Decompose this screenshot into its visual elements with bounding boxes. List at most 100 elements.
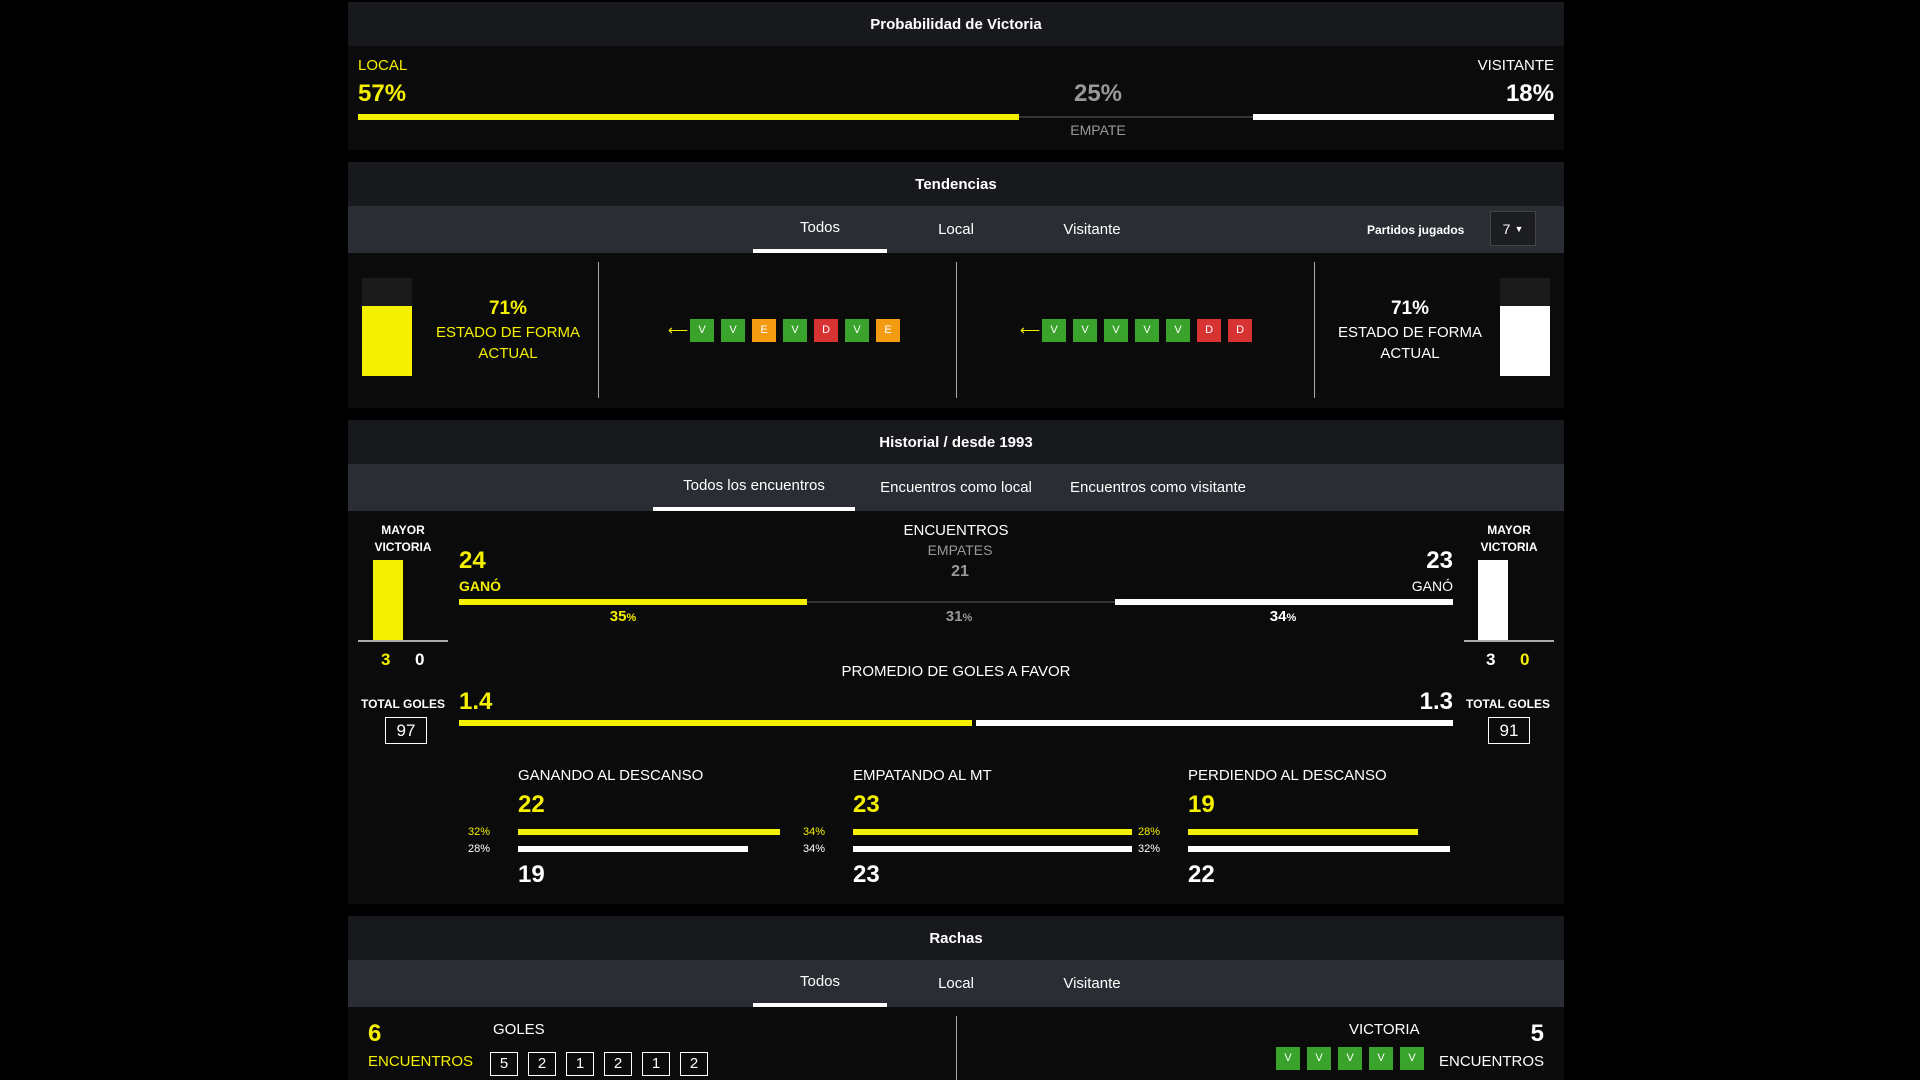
home-prob-bar	[358, 114, 1020, 120]
tab-trends-away[interactable]: Visitante	[1063, 221, 1121, 238]
goal-count-box: 2	[528, 1052, 556, 1076]
divider	[598, 262, 599, 398]
away-form-label: ESTADO DE FORMA ACTUAL	[1338, 324, 1482, 362]
away-biggest-win-bar	[1478, 560, 1508, 640]
halftime-home-bar	[1188, 829, 1418, 835]
divider	[956, 1016, 957, 1080]
form-result-box: E	[752, 319, 777, 342]
trends-panel: Tendencias Todos Local Visitante Partido…	[348, 162, 1564, 408]
home-biggest-win-label: MAYOR VICTORIA	[374, 523, 432, 554]
home-form-label: ESTADO DE FORMA ACTUAL	[436, 324, 580, 362]
divider	[1314, 262, 1315, 398]
draws-count: 21	[951, 563, 969, 580]
halftime-away-count: 22	[1188, 861, 1215, 888]
played-value: 7	[1502, 220, 1511, 237]
home-biggest-for: 3	[381, 650, 391, 669]
history-panel: Historial / desde 1993 Todos los encuent…	[348, 420, 1564, 904]
form-result-box: E	[876, 319, 901, 342]
streak-right-label: VICTORIA	[1349, 1021, 1420, 1038]
halftime-label: PERDIENDO AL DESCANSO	[1188, 767, 1387, 784]
goal-count-box: 5	[490, 1052, 518, 1076]
away-win-pct: 18%	[1505, 80, 1554, 107]
probability-panel: Probabilidad de Victoria LOCAL 57% VISIT…	[348, 2, 1564, 150]
tab-streaks-all[interactable]: Todos	[753, 960, 887, 1007]
halftime-away-bar	[518, 846, 748, 852]
draw-share: 31%	[945, 608, 973, 625]
halftime-away-count: 19	[518, 861, 545, 888]
form-result-box: V	[845, 319, 870, 342]
away-form-fill	[1500, 306, 1550, 376]
streaks-title: Rachas	[348, 916, 1564, 960]
halftime-home-pct: 34%	[803, 826, 826, 838]
form-result-box: V	[1166, 319, 1191, 342]
form-result-box: V	[1042, 319, 1067, 342]
trends-title: Tendencias	[348, 162, 1564, 206]
away-total-goals-label: TOTAL GOLES	[1465, 697, 1550, 711]
played-select[interactable]: 7 ▼	[1490, 211, 1536, 246]
tab-history-home[interactable]: Encuentros como local	[880, 479, 1032, 496]
streaks-tabbar: Todos Local Visitante	[348, 960, 1564, 1007]
form-result-box: V	[1369, 1047, 1393, 1070]
form-result-box: V	[1400, 1047, 1424, 1070]
tab-trends-all[interactable]: Todos	[753, 206, 887, 253]
form-result-box: D	[814, 319, 839, 342]
home-form-pct: 71%	[488, 298, 528, 319]
tab-history-all[interactable]: Todos los encuentros	[653, 464, 855, 511]
played-label: Partidos jugados	[1367, 223, 1465, 237]
streak-right-sub: ENCUENTROS	[1438, 1053, 1544, 1070]
form-result-box: V	[1338, 1047, 1362, 1070]
home-won-label: GANÓ	[459, 578, 501, 594]
home-wins-count: 24	[459, 547, 486, 574]
form-result-box: V	[1276, 1047, 1300, 1070]
halftime-home-count: 22	[518, 791, 545, 818]
history-tabbar: Todos los encuentros Encuentros como loc…	[348, 464, 1564, 511]
halftime-home-pct: 28%	[1138, 826, 1161, 838]
away-won-label: GANÓ	[1411, 578, 1453, 594]
encounters-label: ENCUENTROS	[903, 522, 1009, 539]
halftime-away-pct: 32%	[1138, 843, 1161, 855]
home-wins-bar	[459, 599, 807, 605]
away-biggest-win-label: MAYOR VICTORIA	[1480, 523, 1538, 554]
halftime-away-pct: 34%	[803, 843, 826, 855]
draw-pct: 25%	[1073, 80, 1123, 107]
form-result-box: V	[1073, 319, 1098, 342]
away-wins-bar	[1115, 599, 1453, 605]
away-win-share: 34%	[1269, 608, 1297, 625]
halftime-home-pct: 32%	[468, 826, 491, 838]
baseline	[1464, 640, 1554, 642]
away-form-gauge	[1500, 278, 1550, 376]
tab-history-away[interactable]: Encuentros como visitante	[1070, 479, 1246, 496]
home-win-pct: 57%	[358, 80, 407, 107]
avg-goals-label: PROMEDIO DE GOLES A FAVOR	[841, 663, 1071, 680]
form-result-box: D	[1197, 319, 1222, 342]
halftime-away-pct: 28%	[468, 843, 491, 855]
divider	[956, 262, 957, 398]
streak-left-count: 6	[368, 1020, 382, 1047]
form-result-box: V	[1307, 1047, 1331, 1070]
chevron-down-icon: ▼	[1514, 223, 1524, 234]
away-label: VISITANTE	[1477, 57, 1554, 74]
form-result-box: V	[1104, 319, 1129, 342]
tab-streaks-home[interactable]: Local	[938, 975, 974, 992]
form-result-box: D	[1228, 319, 1253, 342]
home-form-gauge	[362, 278, 412, 376]
streak-right-count: 5	[1530, 1020, 1544, 1047]
goal-count-box: 2	[680, 1052, 708, 1076]
goal-count-box: 1	[642, 1052, 670, 1076]
history-title: Historial / desde 1993	[348, 420, 1564, 464]
streak-goals-label: GOLES	[493, 1021, 545, 1038]
home-biggest-against: 0	[415, 650, 425, 669]
goal-count-box: 2	[604, 1052, 632, 1076]
home-avg-bar	[459, 720, 973, 726]
arrow-left-icon: ⟵	[668, 322, 689, 338]
form-result-box: V	[721, 319, 746, 342]
halftime-home-count: 19	[1188, 791, 1215, 818]
home-biggest-win-bar	[373, 560, 403, 640]
tab-trends-home[interactable]: Local	[938, 221, 974, 238]
halftime-label: GANANDO AL DESCANSO	[518, 767, 704, 784]
tab-streaks-away[interactable]: Visitante	[1063, 975, 1121, 992]
away-total-goals: 91	[1488, 717, 1530, 744]
halftime-home-count: 23	[853, 791, 880, 818]
